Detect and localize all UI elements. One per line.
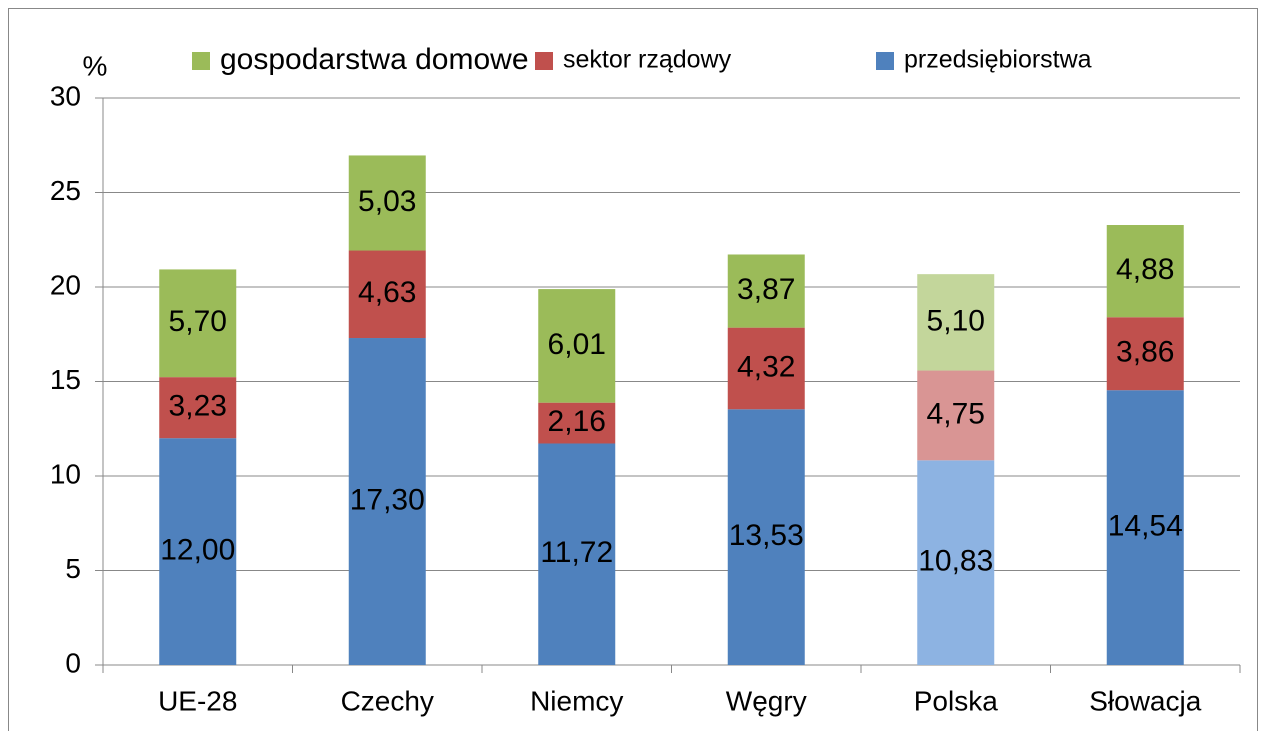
legend-swatch (535, 52, 553, 70)
bar-segment (348, 338, 426, 665)
bar-segment (727, 254, 805, 328)
y-axis-label: % (83, 50, 108, 81)
bar-segment (348, 250, 426, 339)
value-label: 6,01 (548, 328, 606, 361)
value-label: 14,54 (1108, 510, 1183, 543)
legend-swatch (192, 52, 210, 70)
y-tick-label: 10 (50, 458, 81, 489)
y-tick-label: 5 (65, 553, 81, 584)
bar-segment (1106, 317, 1184, 391)
value-label: 5,70 (169, 305, 227, 338)
x-tick-label: UE-28 (158, 685, 237, 716)
x-tick-label: Słowacja (1089, 685, 1201, 716)
value-label: 17,30 (350, 483, 425, 516)
value-label: 4,32 (737, 350, 795, 383)
y-tick-label: 25 (50, 175, 81, 206)
y-tick-label: 0 (65, 647, 81, 678)
value-label: 12,00 (160, 534, 235, 567)
x-tick-label: Czechy (341, 685, 434, 716)
x-tick-label: Polska (914, 685, 998, 716)
bar-segment (917, 274, 995, 371)
bar-segment (159, 269, 237, 378)
value-label: 5,03 (358, 185, 416, 218)
legend-swatch (876, 52, 894, 70)
value-label: 2,16 (548, 405, 606, 438)
value-label: 11,72 (540, 536, 613, 569)
bar-segment (159, 438, 237, 665)
value-label: 4,63 (358, 276, 416, 309)
bar-segment (348, 155, 426, 251)
value-label: 3,86 (1116, 336, 1174, 369)
bar-segment (538, 402, 616, 444)
bar-segment (917, 370, 995, 461)
legend-label: gospodarstwa domowe (220, 43, 529, 76)
bar-segment (1106, 225, 1184, 318)
value-label: 4,88 (1116, 253, 1174, 286)
value-label: 10,83 (918, 545, 993, 578)
bar-segment (159, 377, 237, 439)
bar-segment (538, 443, 616, 665)
y-tick-label: 15 (50, 364, 81, 395)
bar-segment (727, 327, 805, 410)
x-tick-label: Węgry (726, 685, 807, 716)
bar-segment (538, 289, 616, 403)
legend-label: przedsiębiorstwa (904, 46, 1092, 74)
chart-frame (8, 8, 1258, 731)
x-tick-label: Niemcy (530, 685, 623, 716)
value-label: 3,87 (737, 273, 795, 306)
bar-segment (1106, 390, 1184, 665)
value-label: 4,75 (927, 397, 985, 430)
bar-segment (917, 460, 995, 665)
value-label: 3,23 (169, 390, 227, 423)
y-tick-label: 20 (50, 269, 81, 300)
legend-label: sektor rządowy (563, 46, 732, 74)
y-tick-label: 30 (50, 80, 81, 111)
value-label: 13,53 (729, 519, 804, 552)
bar-segment (727, 409, 805, 665)
value-label: 5,10 (927, 304, 985, 337)
